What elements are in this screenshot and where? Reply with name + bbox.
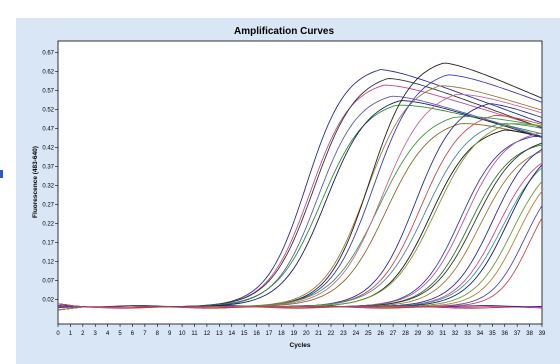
x-tick-label: 12 <box>204 331 211 337</box>
y-tick-label: 0.57 <box>42 88 54 94</box>
y-tick-label: 0.37 <box>42 164 54 170</box>
plot-area <box>57 40 543 325</box>
y-tick-label: 0.32 <box>42 183 54 189</box>
x-tick-label: 29 <box>415 331 422 337</box>
x-tick-label: 24 <box>353 331 360 337</box>
x-tick-label: 21 <box>315 331 322 337</box>
x-axis: 0 1 2 3 4 5 6 7 8 9 10 11 12 13 14 15 16 17 18 19 20 21 22 23 24… <box>56 324 546 337</box>
x-tick-label: 20 <box>303 331 310 337</box>
series-layer <box>57 62 543 311</box>
y-tick-label: 0.62 <box>42 69 54 75</box>
x-tick-label: 5 <box>118 331 122 337</box>
x-tick-label: 30 <box>427 331 434 337</box>
x-tick-label: 19 <box>290 331 297 337</box>
y-tick-label: 0.27 <box>42 202 54 208</box>
y-axis: 0.02 0.07 0.12 0.17 0.22 0.27 0.32 0.37 0.42 0.47… <box>42 50 58 303</box>
x-tick-label: 8 <box>156 331 160 337</box>
x-tick-label: 38 <box>526 331 533 337</box>
y-tick-label: 0.07 <box>42 278 54 284</box>
x-tick-label: 37 <box>514 331 521 337</box>
page-edge-mark <box>0 170 3 178</box>
y-tick-label: 0.02 <box>42 297 54 303</box>
flat-series-line <box>57 306 543 309</box>
y-tick-label: 0.22 <box>42 221 54 227</box>
x-tick-label: 0 <box>56 331 60 337</box>
x-tick-label: 35 <box>489 331 496 337</box>
x-tick-label: 1 <box>69 331 73 337</box>
x-tick-label: 13 <box>216 331 223 337</box>
series-line <box>57 217 543 308</box>
y-tick-label: 0.67 <box>42 50 54 56</box>
x-tick-label: 32 <box>452 331 459 337</box>
x-tick-label: 26 <box>377 331 384 337</box>
y-tick-label: 0.42 <box>42 145 54 151</box>
x-tick-label: 33 <box>464 331 471 337</box>
x-tick-label: 10 <box>179 331 186 337</box>
chart-title: Amplification Curves <box>234 26 334 37</box>
x-tick-label: 4 <box>106 331 110 337</box>
x-tick-label: 22 <box>328 331 335 337</box>
x-tick-label: 3 <box>94 331 98 337</box>
x-axis-label: Cycles <box>290 342 311 349</box>
x-tick-label: 36 <box>501 331 508 337</box>
x-tick-label: 25 <box>365 331 372 337</box>
x-tick-label: 15 <box>241 331 248 337</box>
x-tick-label: 9 <box>168 331 172 337</box>
x-tick-label: 27 <box>390 331 397 337</box>
y-axis-label: Fluorescence (483-640) <box>32 146 39 218</box>
x-tick-label: 28 <box>402 331 409 337</box>
x-tick-label: 17 <box>266 331 273 337</box>
y-tick-label: 0.47 <box>42 126 54 132</box>
x-tick-label: 31 <box>439 331 446 337</box>
x-tick-label: 6 <box>131 331 135 337</box>
x-tick-label: 18 <box>278 331 285 337</box>
x-tick-label: 16 <box>253 331 260 337</box>
x-tick-label: 39 <box>539 331 546 337</box>
x-tick-label: 11 <box>191 331 198 337</box>
y-tick-label: 0.17 <box>42 240 54 246</box>
x-tick-label: 23 <box>340 331 347 337</box>
y-tick-label: 0.52 <box>42 107 54 113</box>
x-tick-label: 34 <box>477 331 484 337</box>
x-tick-label: 14 <box>228 331 235 337</box>
x-tick-label: 7 <box>143 331 147 337</box>
y-tick-label: 0.12 <box>42 259 54 265</box>
x-tick-label: 2 <box>81 331 85 337</box>
